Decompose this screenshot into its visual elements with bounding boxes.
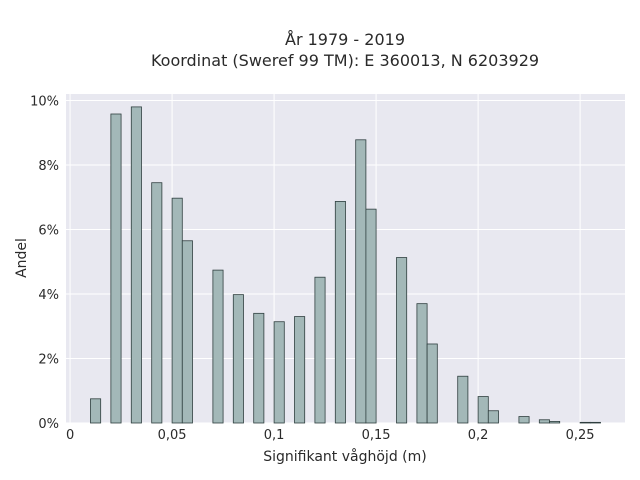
histogram-bar bbox=[579, 421, 591, 424]
histogram-bar bbox=[232, 294, 244, 424]
histogram-bar bbox=[181, 240, 193, 424]
x-tick-label: 0 bbox=[66, 428, 74, 443]
histogram-bar bbox=[365, 208, 377, 424]
histogram-bar bbox=[589, 421, 601, 424]
histogram-bar bbox=[151, 182, 163, 424]
y-tick-label: 6% bbox=[38, 223, 59, 238]
histogram-bar bbox=[171, 197, 183, 424]
histogram-bar bbox=[355, 139, 367, 424]
histogram-bar bbox=[90, 398, 102, 424]
chart-subtitle: Koordinat (Sweref 99 TM): E 360013, N 62… bbox=[151, 51, 539, 70]
histogram-bar bbox=[334, 201, 346, 424]
y-tick-label: 0% bbox=[38, 417, 59, 432]
histogram-bar bbox=[314, 276, 326, 424]
histogram-bar bbox=[253, 312, 265, 424]
histogram-bar bbox=[294, 316, 306, 424]
histogram-bar bbox=[110, 113, 122, 424]
histogram-bar bbox=[426, 343, 438, 424]
bar-series bbox=[90, 106, 601, 424]
y-axis-label: Andel bbox=[14, 238, 30, 278]
y-tick-label: 4% bbox=[38, 288, 59, 303]
y-tick-label: 8% bbox=[38, 159, 59, 174]
histogram-bar bbox=[396, 257, 408, 424]
chart-title: År 1979 - 2019 bbox=[285, 30, 405, 49]
histogram-bar bbox=[273, 321, 285, 424]
histogram-bar bbox=[538, 419, 550, 424]
histogram-bar bbox=[212, 269, 224, 424]
x-tick-label: 0,05 bbox=[158, 428, 187, 443]
histogram-bar bbox=[549, 420, 561, 424]
x-tick-label: 0,2 bbox=[468, 428, 489, 443]
y-tick-label: 10% bbox=[30, 94, 59, 109]
y-tick-label: 2% bbox=[38, 352, 59, 367]
histogram-bar bbox=[518, 416, 530, 424]
histogram-bar bbox=[457, 375, 469, 424]
y-axis-ticks: 0% 2% 4% 6% 8% 10% bbox=[30, 94, 59, 432]
x-tick-label: 0,15 bbox=[362, 428, 391, 443]
histogram-bar bbox=[477, 396, 489, 424]
x-tick-label: 0,25 bbox=[566, 428, 595, 443]
histogram-bar bbox=[487, 410, 499, 424]
x-tick-label: 0,1 bbox=[264, 428, 285, 443]
x-axis-ticks: 0 0,05 0,1 0,15 0,2 0,25 bbox=[66, 428, 595, 443]
histogram-bar bbox=[416, 303, 428, 424]
x-axis-label: Signifikant våghöjd (m) bbox=[263, 448, 426, 465]
histogram-bar bbox=[130, 106, 142, 424]
